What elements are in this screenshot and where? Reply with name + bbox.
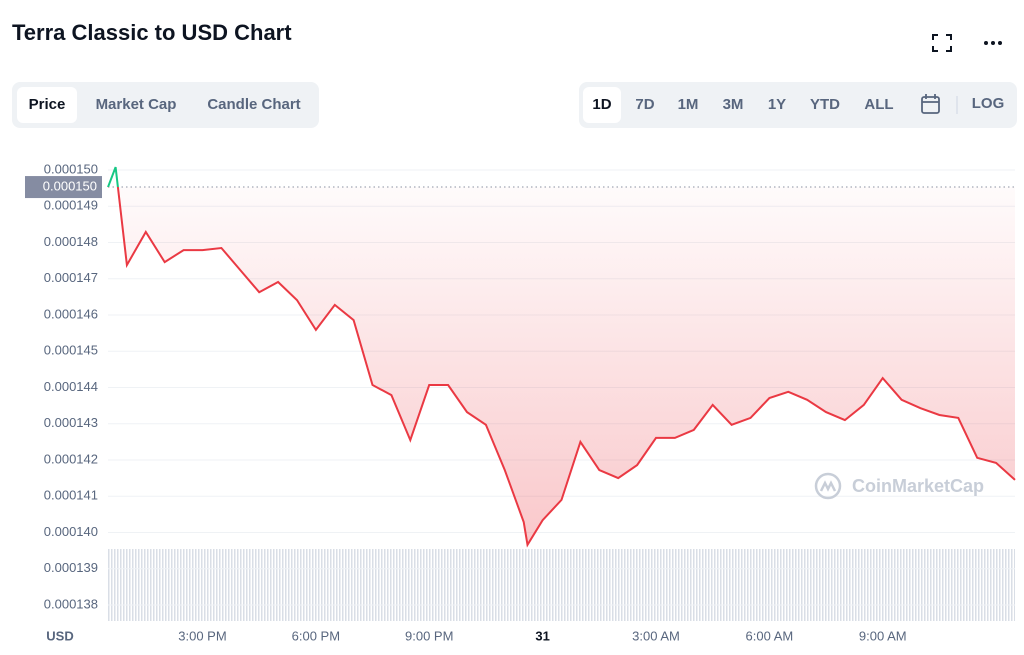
calendar-icon[interactable]	[921, 94, 940, 114]
reference-badge	[25, 176, 102, 199]
range-button[interactable]: 3M	[723, 96, 744, 113]
y-tick-label: 0.000141	[44, 488, 98, 503]
range-active-bg	[583, 87, 621, 123]
y-tick-label: 0.000145	[44, 343, 98, 358]
x-tick-label: 3:00 PM	[178, 628, 226, 643]
range-button[interactable]: 1D	[592, 96, 611, 113]
currency-label: USD	[46, 628, 73, 643]
price-area	[108, 187, 1015, 545]
log-button[interactable]: LOG	[972, 95, 1005, 112]
fullscreen-icon[interactable]	[932, 34, 952, 52]
y-tick-label: 0.000138	[44, 596, 98, 611]
y-tick-label: 0.000150	[44, 161, 98, 176]
y-tick-label: 0.000149	[44, 198, 98, 213]
reference-label: 0.000150	[43, 178, 97, 193]
tab[interactable]: Candle Chart	[207, 96, 300, 113]
y-tick-label: 0.000144	[44, 379, 98, 394]
x-tick-label: 9:00 PM	[405, 628, 453, 643]
range-bar	[579, 82, 1017, 128]
tab-active-bg	[17, 87, 77, 123]
tab[interactable]: Price	[29, 96, 66, 113]
more-icon[interactable]	[984, 41, 1002, 45]
x-tick-label: 6:00 PM	[292, 628, 340, 643]
y-tick-label: 0.000146	[44, 306, 98, 321]
x-tick-label: 6:00 AM	[746, 628, 794, 643]
volume-bars	[108, 549, 1015, 621]
x-tick-label: 9:00 AM	[859, 628, 907, 643]
range-button[interactable]: YTD	[810, 96, 840, 113]
x-tick-label: 3:00 AM	[632, 628, 680, 643]
x-tick-label: 31	[535, 628, 549, 643]
watermark-m	[819, 480, 837, 492]
watermark-logo	[814, 472, 842, 500]
price-line-down	[107, 187, 1016, 548]
range-button[interactable]: ALL	[864, 96, 893, 113]
chart-title: Terra Classic to USD Chart	[12, 20, 292, 45]
range-button[interactable]: 7D	[635, 96, 654, 113]
range-button[interactable]: 1M	[678, 96, 699, 113]
y-tick-label: 0.000142	[44, 451, 98, 466]
y-tick-label: 0.000143	[44, 415, 98, 430]
y-tick-label: 0.000148	[44, 234, 98, 249]
tab[interactable]: Market Cap	[96, 96, 177, 113]
y-tick-label: 0.000140	[44, 524, 98, 539]
watermark: CoinMarketCap	[852, 476, 984, 496]
watermark-circle	[814, 472, 842, 500]
tab-bar	[12, 82, 319, 128]
range-button[interactable]: 1Y	[768, 96, 786, 113]
y-tick-label: 0.000139	[44, 560, 98, 575]
y-tick-label: 0.000147	[44, 270, 98, 285]
